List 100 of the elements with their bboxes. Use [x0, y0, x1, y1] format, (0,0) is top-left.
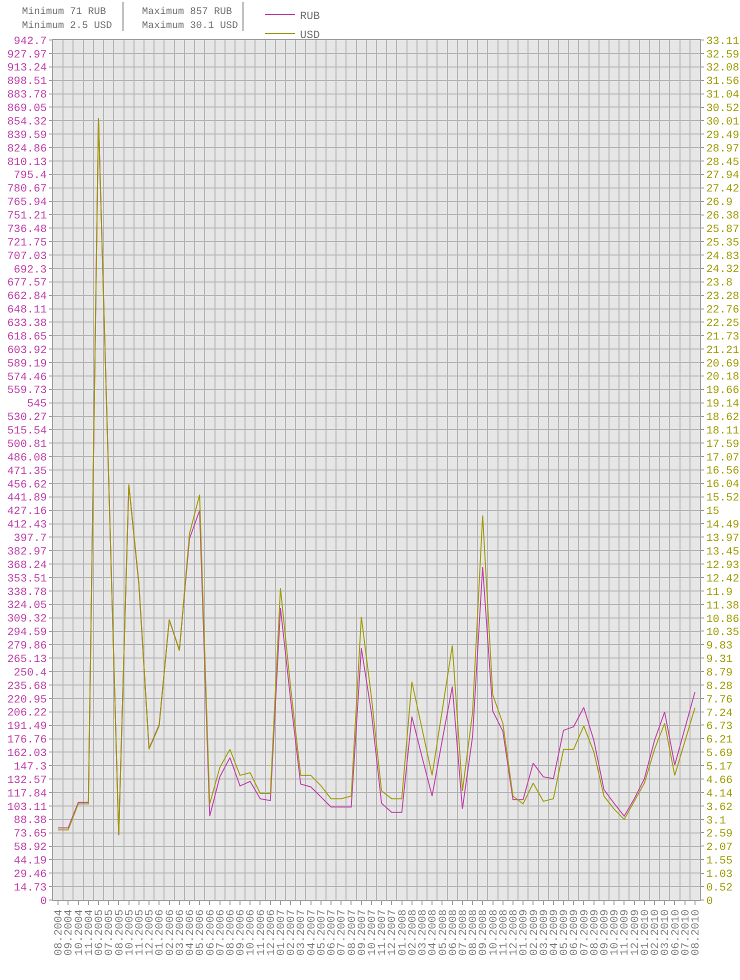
y-tick-label: 44.19 [14, 856, 47, 868]
x-tick-label: 10.2004 [74, 909, 86, 956]
x-tick-label: 12.2007 [387, 909, 400, 956]
x-tick-label: 04.2008 [428, 909, 440, 956]
y-tick-label: 721.75 [7, 237, 47, 250]
y2-tick-label: 8.79 [706, 668, 733, 680]
y2-tick-label: 7.24 [706, 708, 734, 720]
y2-tick-label: 32.59 [706, 49, 740, 62]
y-tick-label: 441.89 [7, 492, 47, 505]
y-tick-label: 633.38 [7, 318, 47, 330]
y-tick-label: 103.11 [7, 802, 48, 814]
y-tick-label: 176.76 [7, 734, 47, 747]
y-tick-label: 471.35 [7, 466, 47, 478]
y2-tick-label: 31.56 [706, 76, 740, 88]
y2-tick-label: 12.93 [706, 560, 740, 572]
y2-tick-label: 1.55 [706, 856, 733, 868]
text: Maximum 30.1 USD [142, 20, 238, 32]
y2-tick-label: 5.69 [706, 748, 733, 760]
y2-tick-label: 31.04 [706, 90, 740, 102]
y2-tick-label: 21.73 [706, 331, 740, 344]
y-tick-label: 456.62 [7, 479, 47, 492]
x-tick-label: 01.2006 [154, 909, 167, 956]
y-tick-label: 29.46 [14, 868, 47, 881]
y-tick-label: 220.95 [7, 694, 47, 706]
y2-tick-label: 20.18 [706, 372, 740, 384]
x-tick-label: 05.2006 [195, 909, 208, 956]
y2-tick-label: 23.28 [706, 291, 740, 304]
x-tick-label: 03.2009 [538, 909, 551, 956]
y-tick-label: 235.68 [7, 680, 47, 693]
y-tick-label: 810.13 [7, 156, 47, 169]
y2-tick-label: 8.28 [706, 680, 733, 693]
x-tick-label: 12.2009 [630, 909, 642, 956]
y2-tick-label: 9.83 [706, 640, 733, 653]
y-tick-label: 530.27 [7, 412, 47, 424]
x-tick-label: 07.2009 [579, 909, 592, 956]
text: Minimum 2.5 USD [22, 20, 112, 32]
x-tick-label: 11.2004 [84, 909, 96, 956]
y2-tick-label: 0 [706, 896, 713, 908]
y-tick-label: 486.08 [7, 452, 47, 464]
x-tick-label: 03.2010 [660, 909, 672, 956]
y-tick-label: 662.84 [7, 291, 48, 304]
y-tick-label: 162.03 [7, 748, 47, 760]
y-tick-label: 88.38 [14, 815, 47, 828]
y-tick-label: 883.78 [7, 90, 47, 102]
y2-tick-label: 32.08 [706, 62, 740, 75]
y2-tick-label: 2.59 [706, 828, 733, 841]
x-tick-label: 09.2004 [64, 909, 76, 956]
x-tick-label: 11.2006 [256, 909, 268, 956]
y2-tick-label: 12.42 [706, 573, 740, 586]
y2-tick-label: 19.14 [706, 398, 740, 411]
x-tick-label: 07.2006 [215, 909, 228, 956]
y-tick-label: 132.57 [7, 774, 47, 787]
y2-tick-label: 16.56 [706, 466, 740, 478]
y2-tick-label: 13.97 [706, 532, 740, 545]
y2-tick-label: 15.52 [706, 492, 740, 505]
y-tick-label: 324.05 [7, 600, 47, 612]
x-tick-label: 09.2007 [356, 909, 369, 956]
y-tick-label: 559.73 [7, 385, 47, 398]
y-tick-label: 382.97 [7, 546, 47, 558]
y2-tick-label: 19.66 [706, 385, 740, 398]
y2-tick-label: 20.69 [706, 358, 740, 370]
y-tick-label: 736.48 [7, 224, 47, 236]
y2-tick-label: 27.94 [706, 170, 740, 182]
x-tick-label: 01.2010 [640, 909, 652, 956]
y-tick-label: 250.4 [14, 667, 48, 680]
x-tick-label: 11.2008 [498, 909, 510, 956]
y-tick-label: 751.21 [7, 210, 48, 223]
y-tick-label: 927.97 [7, 49, 47, 62]
x-tick-label: 05.2007 [316, 909, 328, 956]
y-tick-label: 824.86 [7, 143, 47, 156]
y-tick-label: 73.65 [14, 828, 47, 841]
y2-tick-label: 5.17 [706, 762, 733, 774]
y2-tick-label: 22.76 [706, 304, 740, 317]
y2-tick-label: 17.59 [706, 438, 740, 451]
y-tick-label: 294.59 [7, 627, 47, 640]
y-tick-label: 648.11 [7, 304, 48, 317]
y2-tick-label: 7.76 [706, 694, 733, 706]
y-tick-label: 338.78 [7, 586, 47, 599]
x-tick-label: 10.2006 [246, 909, 258, 956]
y-tick-label: 603.92 [7, 344, 47, 357]
y2-tick-label: 13.45 [706, 546, 740, 558]
x-tick-label: 06.2006 [205, 909, 218, 956]
x-tick-label: 11.2009 [620, 909, 632, 956]
x-tick-label: 01.2008 [397, 909, 410, 956]
y-tick-label: 117.84 [7, 788, 48, 800]
y-tick-label: 854.32 [7, 116, 47, 128]
y-tick-label: 677.57 [7, 278, 47, 290]
y-tick-label: 942.7 [14, 36, 47, 48]
x-tick-label: 04.2009 [548, 909, 561, 956]
y2-tick-label: 3.1 [706, 815, 726, 828]
y2-tick-label: 26.9 [706, 197, 733, 210]
x-tick-label: 05.2008 [438, 909, 450, 956]
x-tick-label: 08.2005 [114, 909, 126, 956]
y-tick-label: 869.05 [7, 103, 47, 116]
x-tick-label: 06.2008 [448, 909, 460, 956]
y-tick-label: 58.92 [14, 842, 47, 854]
y2-tick-label: 14.49 [706, 519, 740, 532]
x-tick-label: 02.2006 [164, 909, 177, 956]
y2-tick-label: 9.31 [706, 654, 734, 666]
y-tick-label: 795.4 [14, 170, 48, 182]
